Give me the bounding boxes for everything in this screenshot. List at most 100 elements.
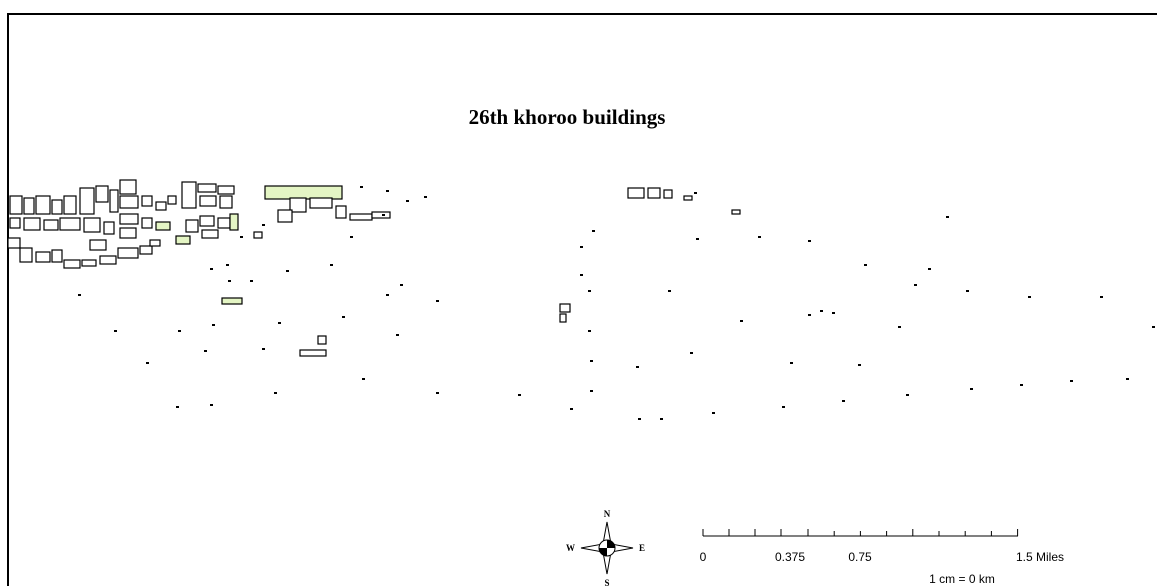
- building-point: [382, 214, 385, 216]
- building-point: [638, 418, 641, 420]
- building: [167, 195, 177, 205]
- building-point: [1028, 296, 1031, 298]
- building-point: [580, 274, 583, 276]
- scale-bar: 1 cm = 0 km 0 0.375 0.75 1.5 Miles: [700, 529, 1064, 586]
- building-point: [966, 290, 969, 292]
- building: [51, 199, 63, 215]
- building: [277, 209, 293, 223]
- building: [79, 187, 95, 215]
- building: [149, 239, 161, 247]
- building-point: [436, 392, 439, 394]
- building-point: [176, 406, 179, 408]
- compass-e: E: [639, 543, 645, 553]
- scale-label: 0.75: [848, 550, 872, 564]
- building: [219, 195, 233, 209]
- building-point: [362, 378, 365, 380]
- map-frame: [7, 13, 1157, 586]
- building: [663, 189, 673, 199]
- building-point: [518, 394, 521, 396]
- building: [199, 195, 217, 207]
- building: [559, 313, 567, 323]
- building-point: [808, 240, 811, 242]
- building: [99, 255, 117, 265]
- building: [119, 227, 137, 239]
- building-point: [864, 264, 867, 266]
- compass-s: S: [604, 578, 609, 586]
- building: [317, 335, 327, 345]
- building: [83, 217, 101, 233]
- building-point: [240, 236, 243, 238]
- building: [19, 247, 33, 263]
- building-point: [386, 190, 389, 192]
- building: [43, 219, 59, 231]
- buildings-points: [78, 186, 1155, 420]
- building: [185, 219, 199, 233]
- building-point: [226, 264, 229, 266]
- building-point: [178, 330, 181, 332]
- building: [371, 211, 391, 219]
- building: [51, 249, 63, 263]
- scale-note: 1 cm = 0 km: [929, 572, 995, 586]
- building-point: [970, 388, 973, 390]
- building-point: [386, 294, 389, 296]
- building: [221, 297, 243, 305]
- building-point: [660, 418, 663, 420]
- building-point: [690, 352, 693, 354]
- building: [217, 217, 231, 229]
- building-point: [590, 390, 593, 392]
- building-point: [928, 268, 931, 270]
- building: [35, 195, 51, 215]
- building: [81, 259, 97, 267]
- building-point: [262, 224, 265, 226]
- building: [199, 215, 215, 227]
- building-point: [210, 404, 213, 406]
- building-point: [424, 196, 427, 198]
- building-point: [914, 284, 917, 286]
- building-point: [1070, 380, 1073, 382]
- building: [35, 251, 51, 263]
- building: [59, 217, 81, 231]
- building-point: [592, 230, 595, 232]
- building-point: [1100, 296, 1103, 298]
- building: [23, 197, 35, 215]
- building-point: [1152, 326, 1155, 328]
- building-point: [278, 322, 281, 324]
- north-arrow: N S E W: [566, 509, 645, 586]
- scale-label: 1.5 Miles: [1016, 550, 1064, 564]
- building-point: [636, 366, 639, 368]
- building-point: [262, 348, 265, 350]
- building: [63, 259, 81, 269]
- building: [103, 221, 115, 235]
- buildings-layer: [7, 179, 741, 357]
- scale-label: 0.375: [775, 550, 805, 564]
- building-point: [274, 392, 277, 394]
- building: [289, 197, 307, 213]
- building-point: [210, 268, 213, 270]
- building: [647, 187, 661, 199]
- building: [9, 217, 21, 229]
- building-point: [228, 280, 231, 282]
- building: [175, 235, 191, 245]
- building: [731, 209, 741, 215]
- building: [141, 195, 153, 207]
- building-point: [396, 334, 399, 336]
- building: [217, 185, 235, 195]
- building-point: [330, 264, 333, 266]
- building: [683, 195, 693, 201]
- building-point: [782, 406, 785, 408]
- building: [9, 195, 23, 215]
- building-point: [286, 270, 289, 272]
- building: [197, 183, 217, 193]
- building: [119, 213, 139, 225]
- building: [155, 201, 167, 211]
- building: [627, 187, 645, 199]
- building: [139, 245, 153, 255]
- building-point: [712, 412, 715, 414]
- building-point: [588, 290, 591, 292]
- building: [141, 217, 153, 229]
- building: [117, 247, 139, 259]
- building-point: [78, 294, 81, 296]
- building-point: [946, 216, 949, 218]
- building-point: [842, 400, 845, 402]
